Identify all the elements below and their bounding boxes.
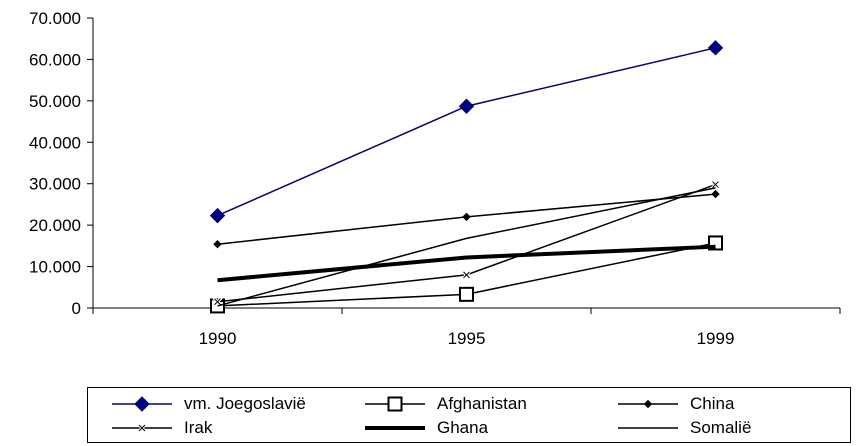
y-tick-label: 20.000 — [29, 216, 81, 235]
series-3 — [212, 179, 721, 307]
legend-swatch — [365, 396, 425, 412]
series-line — [217, 183, 716, 303]
legend-item: China — [616, 393, 734, 415]
x-tick-label: 1990 — [199, 329, 237, 348]
legend-marker — [387, 396, 403, 412]
y-tick-label: 0 — [72, 299, 81, 318]
legend-item: Afghanistan — [363, 393, 527, 415]
legend-label: Ghana — [437, 418, 489, 437]
legend-swatch — [618, 399, 678, 409]
legend-label: China — [690, 394, 735, 413]
data-point — [209, 207, 226, 224]
data-point — [213, 239, 222, 249]
y-tick-label: 60.000 — [29, 50, 81, 69]
legend-label: Afghanistan — [437, 394, 527, 413]
series-line — [217, 244, 716, 283]
series-5 — [217, 187, 716, 307]
legend-swatch — [112, 422, 172, 434]
data-point — [711, 189, 720, 199]
series-line — [217, 47, 716, 217]
series-4 — [217, 244, 716, 283]
y-tick-label: 40.000 — [29, 133, 81, 152]
data-point — [461, 269, 472, 280]
series-2 — [213, 189, 720, 249]
legend-swatch — [365, 426, 425, 430]
line-chart: 0 10.000 20.000 30.000 40.000 50.000 60.000 70.… — [29, 9, 841, 348]
legend-marker — [134, 396, 150, 412]
chart-legend: vm. Joegoslavië Afghanistan China Irak Ghana… — [87, 387, 851, 443]
legend-marker — [643, 399, 653, 409]
legend-item: vm. Joegoslavië — [110, 393, 306, 415]
data-point — [458, 98, 475, 114]
x-tick-label: 1999 — [697, 329, 735, 348]
data-point — [459, 286, 474, 302]
legend-item: Irak — [110, 417, 212, 439]
legend-label: Somalië — [690, 418, 752, 437]
legend-label: vm. Joegoslavië — [184, 394, 306, 413]
legend-item: Somalië — [616, 417, 751, 439]
series-line — [217, 187, 716, 307]
y-tick-label: 70.000 — [29, 9, 81, 28]
series-0 — [209, 40, 724, 224]
legend-label: Irak — [184, 418, 213, 437]
data-point — [707, 40, 724, 56]
legend-item: Ghana — [363, 417, 488, 439]
legend-swatch — [112, 396, 172, 412]
series-1 — [210, 235, 723, 314]
legend-swatch — [618, 427, 678, 429]
data-point — [710, 179, 721, 190]
legend-marker — [136, 422, 148, 434]
data-point — [462, 212, 471, 222]
y-tick-label: 30.000 — [29, 175, 81, 194]
y-tick-label: 10.000 — [29, 258, 81, 277]
x-tick-label: 1995 — [448, 329, 486, 348]
y-tick-label: 50.000 — [29, 92, 81, 111]
